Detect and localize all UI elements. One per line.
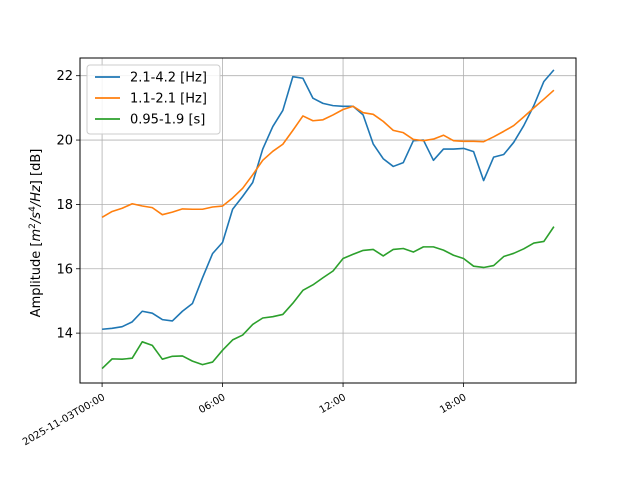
series-line-1 [102, 69, 555, 331]
x-tick-label: 06:00 [197, 392, 227, 416]
x-tick-label: 12:00 [318, 392, 348, 416]
grid [80, 58, 576, 383]
y-axis-label: Amplitude [m2/s4/Hz] [dB] [28, 149, 44, 318]
y-axis: 14 16 18 20 22 [56, 69, 80, 342]
series-line-2 [101, 89, 555, 218]
legend: 2.1-4.2 [Hz] 1.1-2.1 [Hz] 0.95-1.9 [s] [86, 64, 221, 135]
series-layer [101, 69, 555, 370]
plot-frame [79, 57, 577, 384]
y-tick-label: 22 [56, 69, 73, 84]
legend-label: 1.1-2.1 [Hz] [130, 92, 207, 107]
legend-box [86, 64, 221, 135]
legend-label: 0.95-1.9 [s] [130, 113, 205, 128]
y-tick-label: 18 [56, 198, 73, 213]
x-tick-label: 2025-11-03T00:00 [21, 392, 107, 448]
y-tick-label: 16 [56, 262, 73, 277]
x-tick-label: 18:00 [438, 392, 468, 416]
series-line-3 [101, 226, 555, 370]
x-axis: 2025-11-03T00:00 06:00 12:00 18:00 [21, 383, 469, 448]
y-tick-label: 14 [56, 327, 73, 342]
y-tick-label: 20 [56, 134, 73, 149]
legend-label: 2.1-4.2 [Hz] [130, 71, 207, 86]
